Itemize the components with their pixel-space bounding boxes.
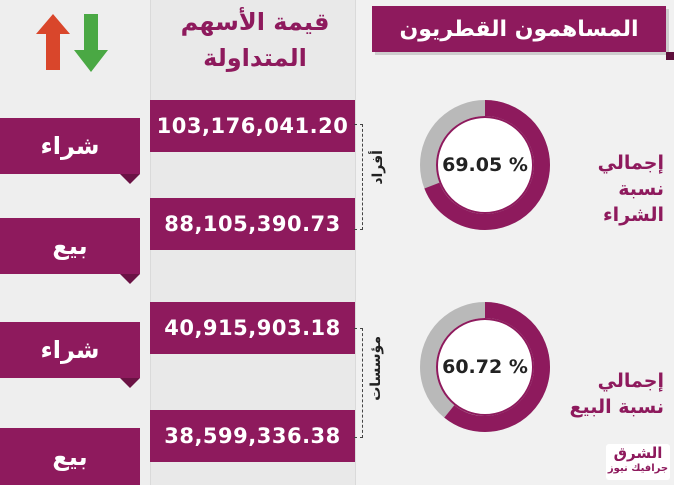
- ring-fill: [420, 302, 550, 432]
- group-label: مؤسسات: [368, 336, 384, 401]
- ring-chart: [420, 100, 550, 230]
- stat-label: إجمالي نسبة الشراء: [560, 150, 664, 228]
- ring-value: 60.72 %: [436, 318, 534, 416]
- group-bracket: [354, 124, 363, 230]
- stat-label-line1: إجمالي: [597, 370, 664, 392]
- buy-label: شراء: [0, 322, 140, 378]
- column-divider: [355, 0, 356, 485]
- ring-fill: [420, 100, 550, 230]
- buy-ratio-ring: 69.05 %: [420, 100, 550, 230]
- stat-label: إجمالي نسبة البيع: [560, 368, 665, 420]
- ring-chart: [420, 302, 550, 432]
- sell-value: 88,105,390.73: [150, 198, 355, 250]
- logo-line2: جرافيك نيوز: [607, 463, 669, 474]
- sell-value: 38,599,336.38: [150, 410, 355, 462]
- notch: [120, 174, 140, 184]
- notch: [120, 378, 140, 388]
- notch: [120, 274, 140, 284]
- buy-label: شراء: [0, 118, 140, 174]
- group-bracket: [354, 328, 363, 438]
- sell-label: بيع: [0, 218, 140, 274]
- arrow-up-icon: [36, 14, 70, 70]
- arrow-down-icon: [74, 14, 108, 72]
- column-header: قيمة الأسهم المتداولة: [180, 8, 330, 72]
- buy-value: 103,176,041.20: [150, 100, 355, 152]
- page-title: المساهمون القطريون: [372, 6, 674, 60]
- sell-ratio-ring: 60.72 %: [420, 302, 550, 432]
- publisher-logo: الشرق جرافيك نيوز: [606, 444, 670, 480]
- ring-value: 69.05 %: [436, 116, 534, 214]
- group-label: أفراد: [370, 150, 386, 185]
- stat-label-line2: نسبة الشراء: [602, 178, 664, 226]
- sell-label: بيع: [0, 428, 140, 485]
- logo-line1: الشرق: [613, 444, 663, 462]
- stat-label-line1: إجمالي: [597, 152, 664, 174]
- stat-label-line2: نسبة البيع: [569, 396, 665, 418]
- buy-value: 40,915,903.18: [150, 302, 355, 354]
